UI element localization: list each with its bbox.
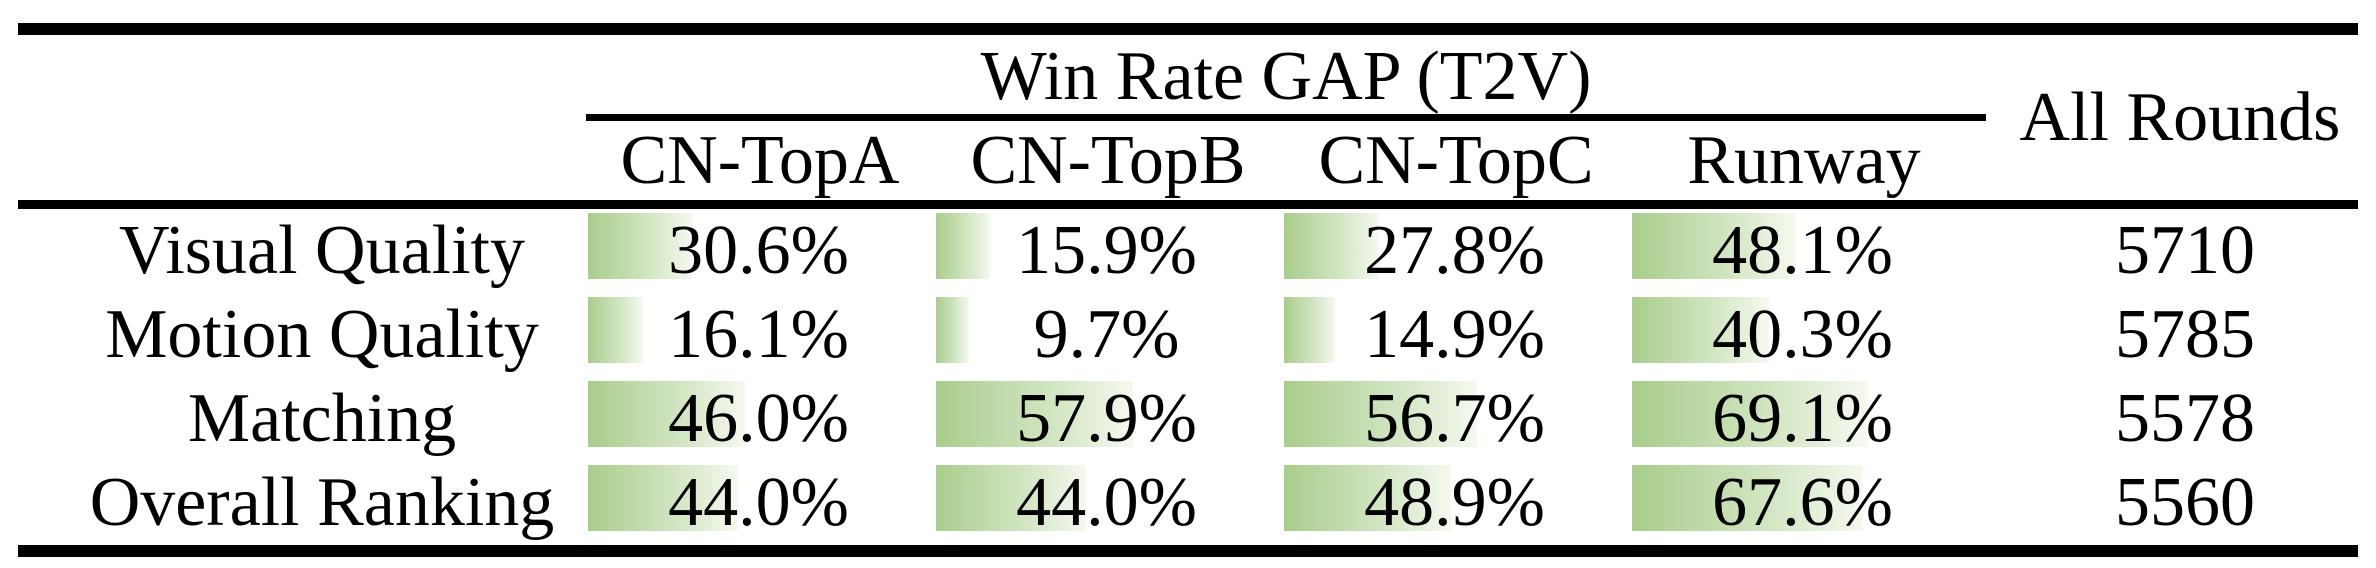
header-separator-rule: [18, 200, 2358, 209]
win-rate-value: 44.0%: [668, 464, 849, 541]
win-rate-bar: [588, 465, 739, 531]
top-rule: [18, 23, 2358, 35]
win-rate-value: 40.3%: [1712, 296, 1893, 373]
data-cell: 44.0%: [588, 461, 929, 545]
all-rounds-value: 5560: [2115, 464, 2255, 541]
win-rate-value: 56.7%: [1364, 380, 1545, 457]
win-rate-bar: [1632, 213, 1797, 279]
win-rate-bar: [1284, 381, 1478, 447]
win-rate-value: 48.1%: [1712, 212, 1893, 289]
win-rate-bar: [936, 297, 970, 363]
win-rate-value: 46.0%: [668, 380, 849, 457]
win-rate-bar: [1284, 297, 1335, 363]
data-cell: 27.8%: [1284, 209, 1625, 293]
data-cell: 9.7%: [936, 293, 1277, 377]
win-rate-bar: [1284, 465, 1451, 531]
data-cell: 44.0%: [936, 461, 1277, 545]
data-cell: 14.9%: [1284, 293, 1625, 377]
all-rounds-value: 5785: [2115, 296, 2255, 373]
data-cell: 57.9%: [936, 377, 1277, 461]
win-rate-bar: [1284, 213, 1379, 279]
win-rate-bar: [936, 465, 1087, 531]
data-cell: 48.9%: [1284, 461, 1625, 545]
data-cell: 69.1%: [1632, 377, 1973, 461]
win-rate-value: 57.9%: [1016, 380, 1197, 457]
title-underline-rule: [586, 114, 1986, 121]
win-rate-value: 9.7%: [1033, 296, 1180, 373]
data-cell: 40.3%: [1632, 293, 1973, 377]
win-rate-bar: [936, 213, 991, 279]
data-cell: 67.6%: [1632, 461, 1973, 545]
column-header-cn-topb: CN-TopB: [970, 122, 1246, 199]
bottom-rule: [18, 545, 2358, 557]
row-label-overall-ranking: Overall Ranking: [89, 464, 555, 541]
table-title: Win Rate GAP (T2V): [980, 38, 1592, 115]
data-cell: 30.6%: [588, 209, 929, 293]
win-rate-value: 16.1%: [668, 296, 849, 373]
data-cell: 15.9%: [936, 209, 1277, 293]
win-rate-bar: [1632, 465, 1863, 531]
data-cell: 16.1%: [588, 293, 929, 377]
win-rate-bar: [1632, 381, 1868, 447]
data-cell: 46.0%: [588, 377, 929, 461]
win-rate-bar: [1632, 297, 1770, 363]
win-rate-value: 15.9%: [1016, 212, 1197, 289]
data-cell: 56.7%: [1284, 377, 1625, 461]
column-header-cn-topa: CN-TopA: [620, 122, 900, 199]
win-rate-value: 67.6%: [1712, 464, 1893, 541]
win-rate-bar: [588, 213, 693, 279]
row-label-visual-quality: Visual Quality: [118, 212, 526, 289]
row-label-motion-quality: Motion Quality: [105, 296, 539, 373]
win-rate-bar: [936, 381, 1134, 447]
win-rate-value: 14.9%: [1364, 296, 1545, 373]
win-rate-value: 69.1%: [1712, 380, 1893, 457]
win-rate-value: 27.8%: [1364, 212, 1545, 289]
row-label-matching: Matching: [187, 380, 457, 457]
win-rate-bar: [588, 297, 643, 363]
column-header-runway: Runway: [1687, 122, 1921, 199]
all-rounds-header: All Rounds: [2019, 79, 2341, 156]
all-rounds-value: 5710: [2115, 212, 2255, 289]
win-rate-value: 30.6%: [668, 212, 849, 289]
all-rounds-value: 5578: [2115, 380, 2255, 457]
win-rate-value: 44.0%: [1016, 464, 1197, 541]
win-rate-value: 48.9%: [1364, 464, 1545, 541]
column-header-cn-topc: CN-TopC: [1318, 122, 1594, 199]
win-rate-bar: [588, 381, 745, 447]
data-cell: 48.1%: [1632, 209, 1973, 293]
